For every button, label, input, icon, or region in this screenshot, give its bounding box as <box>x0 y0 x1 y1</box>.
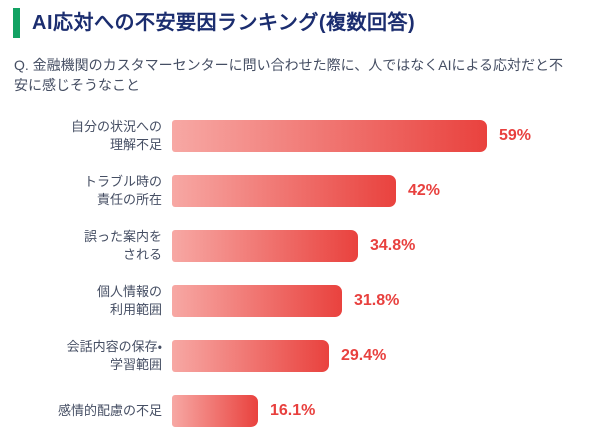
bar-row: トラブル時の 責任の所在 42% <box>14 174 600 207</box>
value-label: 34.8% <box>370 236 416 254</box>
chart-title: AI応対への不安要因ランキング(複数回答) <box>32 12 416 34</box>
title-accent-bar <box>13 8 20 38</box>
bar-track: 16.1% <box>172 394 600 427</box>
survey-question: Q. 金融機関のカスタマーセンターに問い合わせた際に、人ではなくAIによる応対だ… <box>14 57 564 94</box>
bar-row: 誤った案内を される 34.8% <box>14 229 600 262</box>
category-label: 誤った案内を される <box>83 229 162 262</box>
bar-row: 個人情報の 利用範囲 31.8% <box>14 284 600 317</box>
bar-track: 31.8% <box>172 284 600 317</box>
bar <box>172 339 329 372</box>
bar-row: 会話内容の保存・ 学習範囲 29.4% <box>14 339 600 372</box>
value-label: 42% <box>408 181 441 199</box>
value-label: 31.8% <box>354 291 400 309</box>
category-label: 会話内容の保存・ 学習範囲 <box>66 339 162 372</box>
bar <box>172 284 342 317</box>
category-label: 感情的配慮の不足 <box>57 402 162 418</box>
value-label: 29.4% <box>341 346 387 364</box>
bar-track: 29.4% <box>172 339 600 372</box>
value-label: 16.1% <box>270 401 316 419</box>
bar <box>172 119 487 152</box>
bar <box>172 174 396 207</box>
value-label: 59% <box>499 126 532 144</box>
bar-chart: 自分の状況への 理解不足 59% トラブル時の 責任の所在 42% 誤った案内を… <box>14 119 600 427</box>
category-label: 自分の状況への 理解不足 <box>70 119 162 152</box>
bar-track: 34.8% <box>172 229 600 262</box>
category-label: トラブル時の 責任の所在 <box>83 174 162 207</box>
bar-row: 自分の状況への 理解不足 59% <box>14 119 600 152</box>
bar-track: 42% <box>172 174 600 207</box>
category-label: 個人情報の 利用範囲 <box>96 284 162 317</box>
bar-row: 感情的配慮の不足 16.1% <box>14 394 600 427</box>
chart-header: AI応対への不安要因ランキング(複数回答) <box>13 8 600 38</box>
bar-track: 59% <box>172 119 600 152</box>
bar <box>172 394 258 427</box>
bar <box>172 229 358 262</box>
